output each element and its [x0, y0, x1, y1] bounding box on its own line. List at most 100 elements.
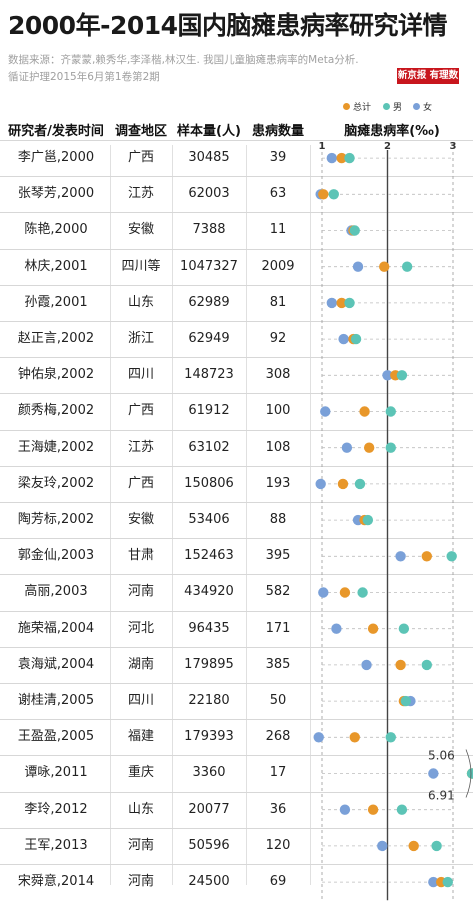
- region-cell: 湖南: [127, 656, 154, 672]
- region-cell: 山东: [127, 294, 154, 310]
- table-row: 钟佑泉,2002 四川 148723 308: [0, 357, 473, 393]
- row-divider: [0, 357, 473, 359]
- sample-cell: 22180: [188, 693, 230, 708]
- researcher-cell: 王盈盈,2005: [17, 729, 95, 745]
- male-dot: [396, 804, 408, 815]
- cases-cell: 108: [265, 439, 291, 455]
- table-row: 王盈盈,2005 福建 179393 268: [0, 719, 473, 755]
- male-dot: [401, 261, 413, 272]
- table-row: 李广邕,2000 广西 30485 39: [0, 140, 473, 176]
- x-tick-label: 3: [450, 141, 457, 152]
- table-row: 谢桂清,2005 四川 22180 50: [0, 683, 473, 719]
- researcher-cell: 施荣福,2004: [17, 620, 95, 636]
- sample-cell: 50596: [188, 837, 230, 853]
- cases-cell: 193: [265, 475, 291, 491]
- region-cell: 广西: [127, 403, 154, 419]
- table-row: 孙霞,2001 山东 62989 81: [0, 285, 473, 321]
- female-dot: [428, 768, 439, 779]
- researcher-cell: 颜秀梅,2002: [17, 403, 95, 419]
- row-divider: [0, 321, 473, 322]
- male-dot: [344, 297, 355, 309]
- cases-cell: 385: [265, 656, 291, 672]
- researcher-cell: 李广邕,2000: [17, 150, 95, 165]
- legend-female-label: 女: [423, 103, 433, 113]
- header-cases: 患病数量: [251, 124, 304, 139]
- x-tick-label: 1: [319, 141, 326, 152]
- researcher-cell: 高丽,2003: [24, 584, 88, 600]
- female-dot: [318, 587, 329, 598]
- female-dot: [341, 442, 353, 453]
- region-cell: 四川等: [121, 258, 161, 274]
- researcher-cell: 李玲,2012: [24, 801, 88, 817]
- table-row: 林庆,2001 四川等 1047327 2009: [0, 249, 473, 285]
- region-cell: 重庆: [127, 765, 154, 781]
- sample-cell: 62949: [188, 331, 230, 346]
- sample-cell: 24500: [188, 874, 230, 889]
- table-row: 高丽,2003 河南 434920 582: [0, 574, 473, 610]
- sample-cell: 61912: [188, 403, 230, 419]
- region-cell: 四川: [127, 367, 154, 383]
- researcher-cell: 谢桂清,2005: [17, 693, 95, 708]
- researcher-cell: 赵正言,2002: [17, 331, 95, 346]
- region-cell: 福建: [127, 729, 154, 745]
- sample-cell: 7388: [192, 222, 226, 238]
- sample-cell: 3360: [192, 765, 226, 781]
- male-dot: [385, 406, 396, 417]
- female-dot: [352, 261, 364, 272]
- legend-total-swatch: [343, 103, 350, 110]
- annotation-male-value: 5.06: [428, 749, 455, 763]
- male-dot: [354, 478, 366, 490]
- row-divider: [0, 248, 473, 250]
- researcher-cell: 孙霞,2001: [24, 294, 88, 310]
- row-divider: [0, 465, 473, 467]
- cases-cell: 81: [269, 294, 287, 310]
- table-row: 袁海斌,2004 湖南 179895 385: [0, 647, 473, 683]
- female-dot: [326, 152, 338, 164]
- cases-cell: 63: [269, 186, 287, 202]
- region-cell: 河北: [127, 620, 154, 636]
- researcher-cell: 王海婕,2002: [17, 439, 95, 455]
- row-divider: [0, 646, 473, 648]
- female-dot: [382, 370, 393, 381]
- male-dot: [349, 225, 360, 236]
- legend-total-label: 总计: [353, 103, 372, 113]
- region-cell: 广西: [127, 475, 154, 491]
- male-dot: [385, 732, 396, 743]
- table-row: 赵正言,2002 浙江 62949 92: [0, 321, 473, 357]
- region-cell: 安徽: [127, 512, 154, 527]
- region-cell: 河南: [127, 874, 154, 889]
- table-row: 施荣福,2004 河北 96435 171: [0, 611, 473, 647]
- region-cell: 江苏: [127, 186, 154, 202]
- cases-cell: 92: [269, 331, 287, 346]
- region-cell: 四川: [127, 693, 154, 708]
- sample-cell: 1047327: [180, 258, 238, 274]
- cases-cell: 88: [269, 512, 287, 527]
- cases-cell: 17: [269, 765, 287, 781]
- cases-cell: 100: [265, 403, 291, 419]
- sample-cell: 96435: [188, 620, 230, 636]
- cases-cell: 36: [269, 801, 287, 817]
- researcher-cell: 谭咏,2011: [24, 765, 88, 781]
- total-dot: [359, 406, 370, 417]
- female-dot: [377, 840, 388, 852]
- table-row: 王军,2013 河南 50596 120: [0, 828, 473, 864]
- total-dot: [336, 297, 347, 309]
- region-cell: 甘肃: [127, 548, 154, 564]
- table-row: 梁友玲,2002 广西 150806 193: [0, 466, 473, 502]
- sample-cell: 62989: [188, 294, 230, 310]
- source-line-1: 数据来源：齐蒙蒙,赖秀华,李泽楷,林汉生. 我国儿童脑瘫患病率的Meta分析.: [8, 54, 359, 66]
- total-dot: [367, 804, 379, 815]
- row-divider: [0, 176, 473, 178]
- cases-cell: 120: [265, 837, 291, 853]
- cases-cell: 11: [269, 222, 287, 238]
- female-dot: [339, 804, 351, 815]
- male-dot: [385, 442, 396, 453]
- researcher-cell: 陈艳,2000: [24, 222, 88, 238]
- sample-cell: 434920: [184, 584, 234, 600]
- row-divider: [0, 755, 473, 757]
- table-row: 陶芳标,2002 安徽 53406 88: [0, 502, 473, 538]
- region-cell: 山东: [127, 801, 154, 817]
- male-dot: [398, 623, 410, 634]
- researcher-cell: 宋舜意,2014: [17, 874, 95, 889]
- header-rate: 脑瘫患病率(‰): [344, 124, 440, 139]
